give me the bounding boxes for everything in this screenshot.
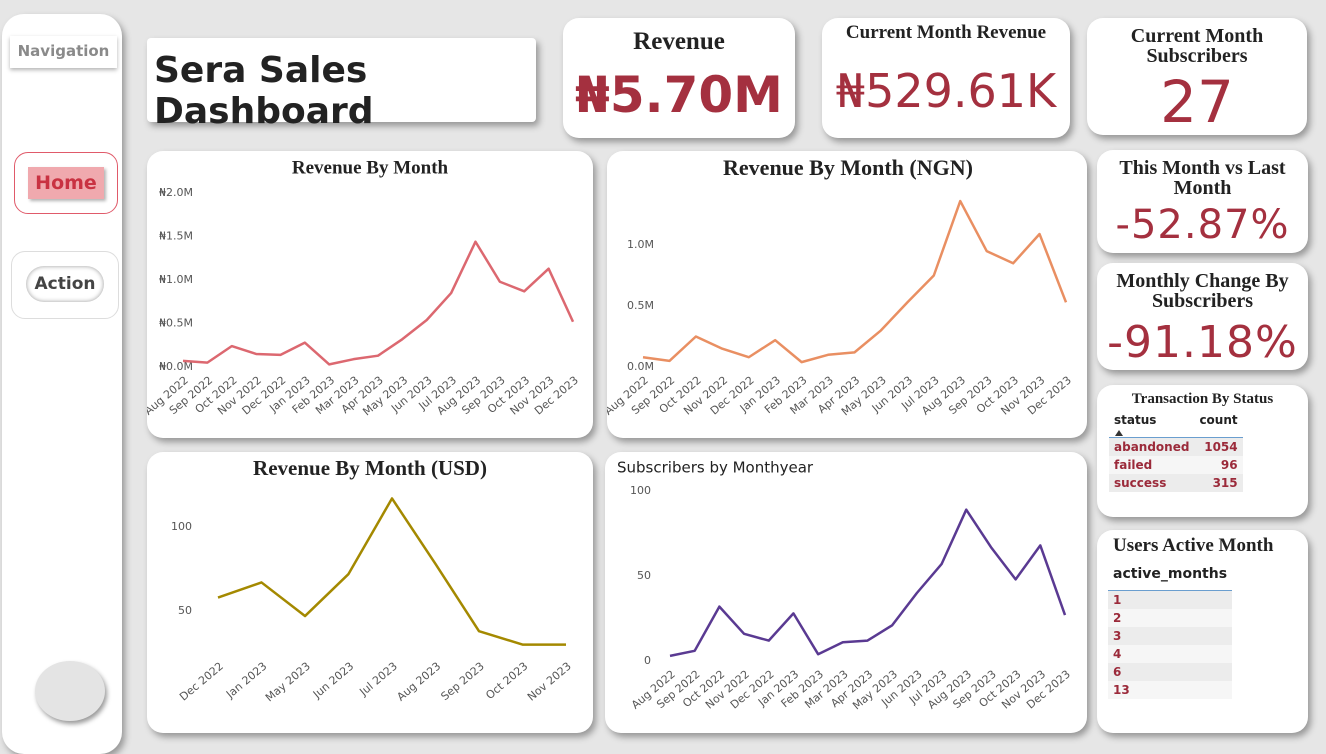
cell: success [1109,474,1195,492]
line [642,199,1068,364]
y-tick-label: 50 [178,604,192,617]
y-tick-label: ₦1.5M [159,230,193,243]
kpi-value: -91.18% [1107,317,1298,368]
chart: Revenue By Month ₦0.0M ₦0.5M ₦1.0M ₦1.5M ₦2.… [142,157,581,418]
chart-title: Revenue By Month (USD) [253,456,487,480]
status-table: status count abandoned 1054 failed 96 succ… [1109,411,1243,492]
dashboard-title: Sera Sales Dashboard [154,50,374,132]
cell: abandoned [1109,437,1195,456]
x-tick-label: Oct 2023 [483,660,530,702]
cell: 4 [1108,645,1233,663]
cell: 1 [1108,590,1233,609]
kpi-label: Monthly Change By Subscribers [1116,270,1289,312]
cell: 3 [1108,627,1233,645]
row: 3 [1108,627,1233,645]
table-title: Transaction By Status [1131,391,1274,407]
action-button[interactable]: Action [11,251,119,319]
y-tick-label: ₦2.0M [159,186,193,199]
kpi-card: Revenue ₦5.70M [563,18,795,138]
kpi-value: ₦529.61K [835,64,1057,118]
kpi-card: Current Month Subscribers 27 [1087,18,1307,136]
y-tick-label: ₦0.5M [159,317,193,330]
cell: 2 [1108,609,1233,627]
y-tick-label: ₦1.0M [159,273,193,286]
chart-title: Revenue By Month [292,157,449,178]
kpi-label: Revenue [633,28,725,55]
row: 13 [1108,681,1233,699]
chart-title: Subscribers by Monthyear [617,459,814,477]
kpi-value: -52.87% [1115,202,1290,248]
y-tick-label: 1.0M [627,238,654,251]
cell: 315 [1194,474,1243,492]
x-tick-label: Sep 2023 [438,660,486,704]
row: 4 [1108,645,1233,663]
chart-card: Revenue By Month (USD) 50 100 Dec 2022 Jan … [147,452,593,733]
y-tick-label: 0.5M [627,299,654,312]
row: 6 [1108,663,1233,681]
nav-title: Navigation [10,36,117,68]
cell: 13 [1108,681,1233,699]
kpi-label: Current Month Revenue [845,22,1047,43]
cell: 1054 [1194,437,1243,456]
header-row: status count [1109,411,1243,438]
chart-card: Revenue By Month (NGN) 0.0M 0.5M 1.0M Aug 2… [602,151,1087,438]
kpi-card: Monthly Change By Subscribers -91.18% [1097,263,1308,370]
x-tick-label: Nov 2023 [525,660,574,704]
x-tick-label: Dec 2022 [177,660,226,704]
kpi-value: ₦5.70M [575,66,783,124]
chart-card: Subscribers by Monthyear 0 50 100 Aug 2022 S… [605,452,1087,733]
cell: 96 [1194,456,1243,474]
line [669,508,1067,658]
row: 2 [1108,609,1233,627]
y-tick-label: 100 [171,520,192,533]
y-tick-label: 0.0M [627,360,654,373]
sort-icon [1115,430,1123,436]
active-months-table: active_months 1 2 3 4 6 13 [1108,564,1233,699]
cell: failed [1109,456,1195,474]
y-tick-label: ₦0.0M [159,360,193,373]
header-row: active_months [1108,564,1233,591]
nav-panel: Navigation Home Action [2,14,122,754]
x-tick-label: Jul 2023 [356,660,399,699]
x-tick-label: May 2023 [263,660,313,705]
table-card: Transaction By Status status count aband… [1097,385,1308,517]
home-label[interactable]: Home [28,167,104,199]
row: failed 96 [1109,456,1243,474]
chart-title: Revenue By Month (NGN) [723,155,973,180]
line [182,240,575,366]
row: 1 [1108,590,1233,609]
kpi-card: This Month vs Last Month -52.87% [1097,150,1308,253]
chart-card: Revenue By Month ₦0.0M ₦0.5M ₦1.0M ₦1.5M ₦2.… [142,151,593,438]
dashboard: Navigation Home Action Sera Sales Dashbo… [2,14,1308,754]
table-card: Users Active Month active_months 1 2 3 4… [1097,530,1308,733]
kpi-value: 27 [1160,68,1234,136]
kpi-label: This Month vs Last Month [1119,157,1286,199]
header-card: Sera Sales Dashboard [147,38,536,132]
nav-circle[interactable] [35,661,105,721]
x-tick-label: Aug 2023 [394,660,443,704]
table-title: Users Active Month [1113,535,1274,556]
row: abandoned 1054 [1109,437,1243,456]
column-header[interactable]: status [1109,411,1195,438]
cell: 6 [1108,663,1233,681]
kpi-card: Current Month Revenue ₦529.61K [822,18,1070,138]
y-tick-label: 50 [637,569,651,582]
x-tick-label: Jun 2023 [310,660,356,702]
kpi-label: Current Month Subscribers [1130,25,1264,67]
action-label[interactable]: Action [26,266,104,302]
column-header[interactable]: active_months [1108,564,1233,591]
column-header[interactable]: count [1194,411,1243,438]
y-tick-label: 100 [630,484,651,497]
home-button[interactable]: Home [14,152,118,214]
y-tick-label: 0 [644,654,651,667]
line [217,497,566,646]
row: success 315 [1109,474,1243,492]
